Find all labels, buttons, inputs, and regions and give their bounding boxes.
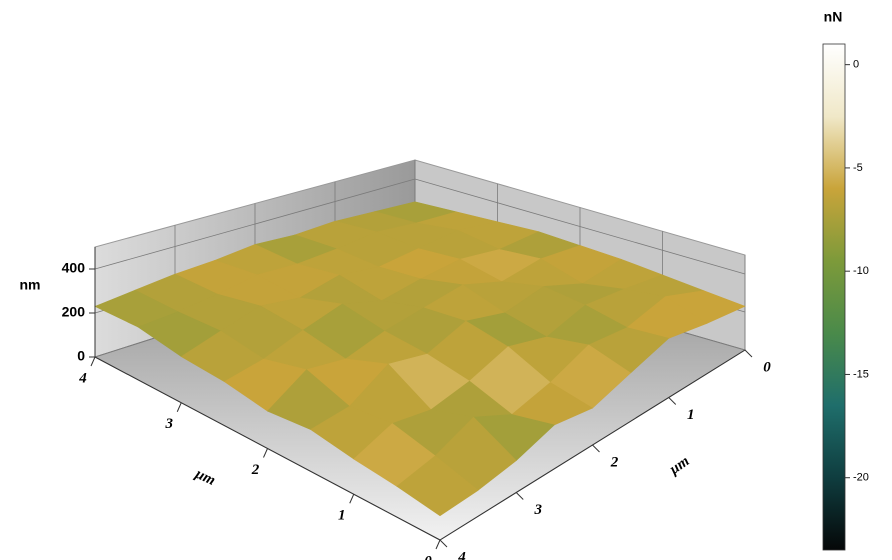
colorbar-tick-label: 0 bbox=[853, 59, 859, 71]
x-tick bbox=[349, 494, 355, 504]
colorbar-tick-label: -5 bbox=[853, 162, 863, 174]
colorbar-tick-label: -20 bbox=[853, 472, 869, 484]
z-axis-label: nm bbox=[20, 277, 41, 293]
z-tick-label: 200 bbox=[62, 304, 86, 320]
x-tick-label: 3 bbox=[165, 416, 174, 432]
x-tick bbox=[435, 539, 441, 550]
y-tick bbox=[668, 397, 677, 405]
x-tick bbox=[176, 402, 182, 412]
y-tick-label: 2 bbox=[610, 454, 619, 470]
colorbar-label: nN bbox=[824, 9, 843, 25]
x-tick-label: 1 bbox=[338, 508, 346, 524]
colorbar bbox=[822, 43, 846, 551]
y-tick-label: 3 bbox=[534, 502, 543, 518]
colorbar-tick-label: -15 bbox=[853, 368, 869, 380]
x-tick-label: 4 bbox=[78, 370, 87, 386]
y-tick bbox=[439, 539, 448, 548]
y-tick bbox=[744, 349, 753, 358]
y-axis-label: μm bbox=[666, 453, 692, 478]
z-tick-label: 0 bbox=[77, 348, 85, 364]
surface-patch bbox=[396, 455, 479, 517]
y-tick bbox=[592, 444, 600, 453]
z-tick-label: 400 bbox=[62, 260, 86, 276]
x-tick bbox=[263, 448, 268, 458]
x-tick-label: 0 bbox=[424, 553, 432, 560]
colorbar-tick-label: -10 bbox=[853, 265, 869, 277]
x-tick bbox=[90, 356, 96, 367]
y-tick-label: 1 bbox=[687, 407, 695, 423]
y-tick bbox=[515, 492, 524, 500]
y-tick-label: 4 bbox=[457, 549, 466, 560]
x-tick-label: 2 bbox=[251, 462, 260, 478]
y-tick-label: 0 bbox=[763, 359, 771, 375]
x-axis-label: μm bbox=[192, 466, 218, 489]
